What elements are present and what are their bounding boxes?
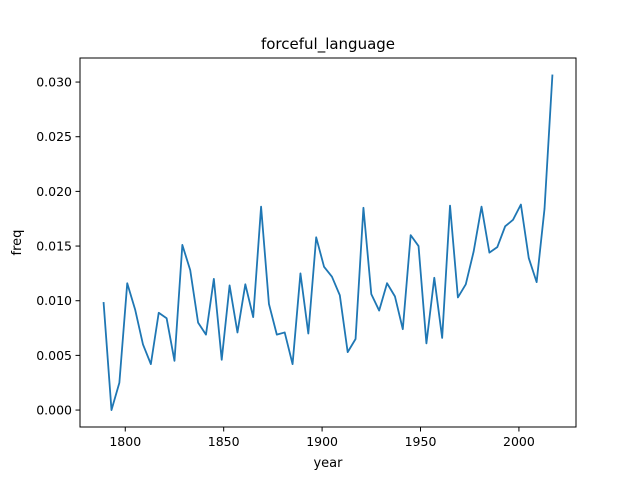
- y-tick-label: 0.005: [36, 348, 72, 363]
- x-axis-label: year: [313, 456, 343, 471]
- plot-frame: [79, 57, 577, 428]
- y-tick-label: 0.010: [36, 293, 72, 308]
- x-tick-label: 1950: [405, 434, 437, 449]
- chart-title: forceful_language: [261, 35, 395, 54]
- y-axis: 0.000 0.005 0.010 0.015 0.020 0.025 0.030: [36, 75, 80, 418]
- y-tick-label: 0.025: [36, 129, 72, 144]
- x-tick-label: 2000: [503, 434, 535, 449]
- plot-area: [79, 57, 577, 428]
- series-layer: [102, 74, 554, 411]
- series-line: [102, 74, 554, 411]
- x-tick-label: 1850: [208, 434, 240, 449]
- y-tick-label: 0.030: [36, 75, 72, 90]
- y-tick-label: 0.020: [36, 184, 72, 199]
- x-axis: 1800 1850 1900 1950 2000: [109, 427, 535, 449]
- y-axis-label: freq: [10, 230, 25, 256]
- x-tick-label: 1900: [306, 434, 338, 449]
- y-tick-label: 0.000: [36, 403, 72, 418]
- x-tick-label: 1800: [109, 434, 141, 449]
- y-tick-label: 0.015: [36, 239, 72, 254]
